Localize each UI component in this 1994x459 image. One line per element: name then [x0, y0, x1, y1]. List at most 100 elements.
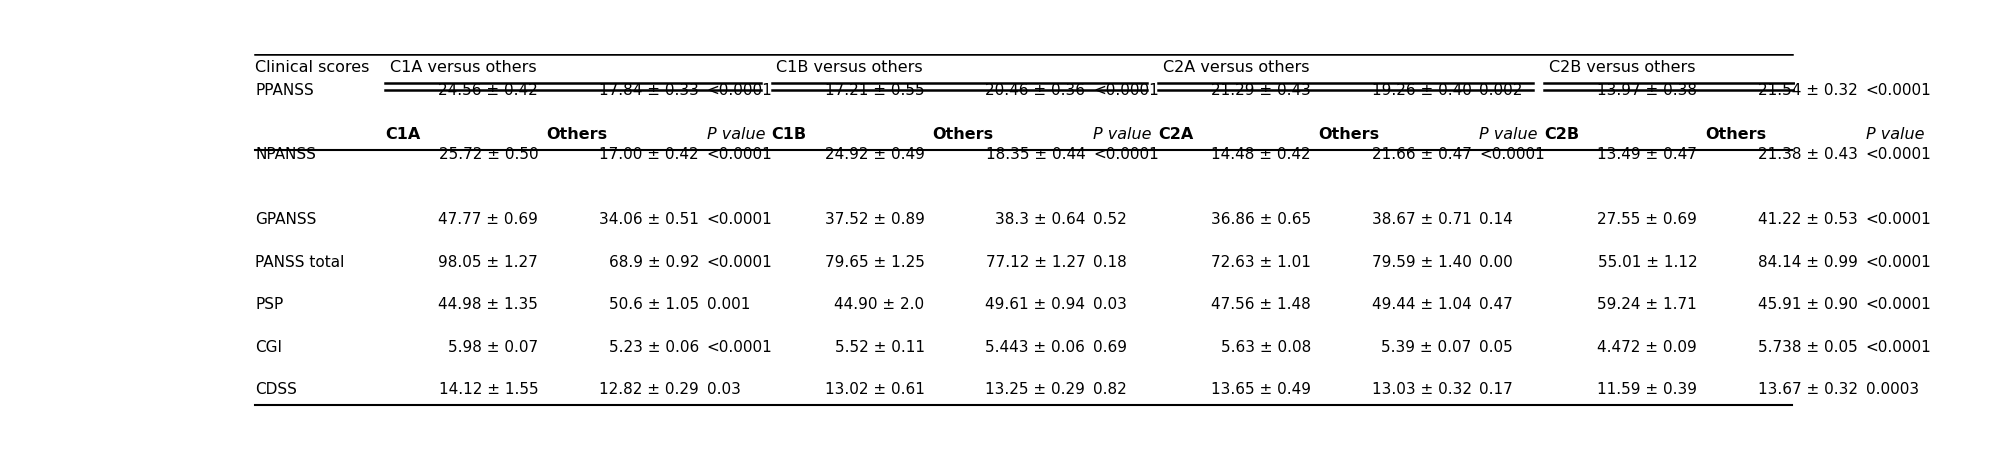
Text: 0.0003: 0.0003	[1866, 381, 1918, 397]
Text: CGI: CGI	[255, 339, 283, 354]
Text: 4.472 ± 0.09: 4.472 ± 0.09	[1597, 339, 1697, 354]
Text: 24.92 ± 0.49: 24.92 ± 0.49	[826, 146, 925, 162]
Text: C2A: C2A	[1159, 127, 1192, 142]
Text: 5.52 ± 0.11: 5.52 ± 0.11	[835, 339, 925, 354]
Text: 5.98 ± 0.07: 5.98 ± 0.07	[449, 339, 538, 354]
Text: P value: P value	[1866, 127, 1924, 142]
Text: Others: Others	[1318, 127, 1380, 142]
Text: <0.0001: <0.0001	[1866, 339, 1932, 354]
Text: 13.25 ± 0.29: 13.25 ± 0.29	[985, 381, 1085, 397]
Text: 84.14 ± 0.99: 84.14 ± 0.99	[1759, 254, 1858, 269]
Text: 14.12 ± 1.55: 14.12 ± 1.55	[439, 381, 538, 397]
Text: 13.97 ± 0.38: 13.97 ± 0.38	[1597, 83, 1697, 98]
Text: 0.002: 0.002	[1480, 83, 1523, 98]
Text: 0.17: 0.17	[1480, 381, 1513, 397]
Text: 36.86 ± 0.65: 36.86 ± 0.65	[1210, 212, 1310, 227]
Text: 13.67 ± 0.32: 13.67 ± 0.32	[1759, 381, 1858, 397]
Text: 14.48 ± 0.42: 14.48 ± 0.42	[1210, 146, 1310, 162]
Text: C1B versus others: C1B versus others	[776, 60, 923, 75]
Text: <0.0001: <0.0001	[1866, 254, 1932, 269]
Text: 0.82: 0.82	[1093, 381, 1127, 397]
Text: Others: Others	[933, 127, 993, 142]
Text: 0.03: 0.03	[706, 381, 740, 397]
Text: 34.06 ± 0.51: 34.06 ± 0.51	[598, 212, 700, 227]
Text: 98.05 ± 1.27: 98.05 ± 1.27	[439, 254, 538, 269]
Text: 17.21 ± 0.55: 17.21 ± 0.55	[826, 83, 925, 98]
Text: C1B: C1B	[772, 127, 808, 142]
Text: 21.38 ± 0.43: 21.38 ± 0.43	[1759, 146, 1858, 162]
Text: Others: Others	[546, 127, 606, 142]
Text: <0.0001: <0.0001	[1866, 297, 1932, 312]
Text: 21.54 ± 0.32: 21.54 ± 0.32	[1759, 83, 1858, 98]
Text: 27.55 ± 0.69: 27.55 ± 0.69	[1597, 212, 1697, 227]
Text: P value: P value	[706, 127, 766, 142]
Text: <0.0001: <0.0001	[1866, 212, 1932, 227]
Text: C2A versus others: C2A versus others	[1163, 60, 1308, 75]
Text: 13.03 ± 0.32: 13.03 ± 0.32	[1372, 381, 1472, 397]
Text: 59.24 ± 1.71: 59.24 ± 1.71	[1597, 297, 1697, 312]
Text: 77.12 ± 1.27: 77.12 ± 1.27	[985, 254, 1085, 269]
Text: 44.98 ± 1.35: 44.98 ± 1.35	[439, 297, 538, 312]
Text: 44.90 ± 2.0: 44.90 ± 2.0	[833, 297, 925, 312]
Text: P value: P value	[1480, 127, 1537, 142]
Text: 79.59 ± 1.40: 79.59 ± 1.40	[1372, 254, 1472, 269]
Text: 55.01 ± 1.12: 55.01 ± 1.12	[1597, 254, 1697, 269]
Text: 13.02 ± 0.61: 13.02 ± 0.61	[826, 381, 925, 397]
Text: Others: Others	[1705, 127, 1767, 142]
Text: PPANSS: PPANSS	[255, 83, 315, 98]
Text: <0.0001: <0.0001	[1866, 83, 1932, 98]
Text: 37.52 ± 0.89: 37.52 ± 0.89	[826, 212, 925, 227]
Text: 0.14: 0.14	[1480, 212, 1513, 227]
Text: 50.6 ± 1.05: 50.6 ± 1.05	[608, 297, 700, 312]
Text: 0.18: 0.18	[1093, 254, 1127, 269]
Text: <0.0001: <0.0001	[1866, 146, 1932, 162]
Text: 13.49 ± 0.47: 13.49 ± 0.47	[1597, 146, 1697, 162]
Text: 45.91 ± 0.90: 45.91 ± 0.90	[1759, 297, 1858, 312]
Text: <0.0001: <0.0001	[1480, 146, 1545, 162]
Text: 11.59 ± 0.39: 11.59 ± 0.39	[1597, 381, 1697, 397]
Text: 49.61 ± 0.94: 49.61 ± 0.94	[985, 297, 1085, 312]
Text: C2B versus others: C2B versus others	[1549, 60, 1695, 75]
Text: 79.65 ± 1.25: 79.65 ± 1.25	[826, 254, 925, 269]
Text: 25.72 ± 0.50: 25.72 ± 0.50	[439, 146, 538, 162]
Text: Clinical scores: Clinical scores	[255, 60, 369, 75]
Text: C2B: C2B	[1543, 127, 1579, 142]
Text: 0.69: 0.69	[1093, 339, 1127, 354]
Text: 38.3 ± 0.64: 38.3 ± 0.64	[995, 212, 1085, 227]
Text: <0.0001: <0.0001	[706, 212, 772, 227]
Text: <0.0001: <0.0001	[706, 254, 772, 269]
Text: 0.47: 0.47	[1480, 297, 1513, 312]
Text: CDSS: CDSS	[255, 381, 297, 397]
Text: 47.56 ± 1.48: 47.56 ± 1.48	[1210, 297, 1310, 312]
Text: <0.0001: <0.0001	[706, 146, 772, 162]
Text: PSP: PSP	[255, 297, 283, 312]
Text: 72.63 ± 1.01: 72.63 ± 1.01	[1210, 254, 1310, 269]
Text: 68.9 ± 0.92: 68.9 ± 0.92	[608, 254, 700, 269]
Text: 17.00 ± 0.42: 17.00 ± 0.42	[600, 146, 700, 162]
Text: C1A: C1A	[385, 127, 421, 142]
Text: 24.56 ± 0.42: 24.56 ± 0.42	[439, 83, 538, 98]
Text: 49.44 ± 1.04: 49.44 ± 1.04	[1372, 297, 1472, 312]
Text: 0.03: 0.03	[1093, 297, 1127, 312]
Text: <0.0001: <0.0001	[706, 339, 772, 354]
Text: 12.82 ± 0.29: 12.82 ± 0.29	[598, 381, 700, 397]
Text: 13.65 ± 0.49: 13.65 ± 0.49	[1210, 381, 1310, 397]
Text: 18.35 ± 0.44: 18.35 ± 0.44	[985, 146, 1085, 162]
Text: 0.52: 0.52	[1093, 212, 1127, 227]
Text: GPANSS: GPANSS	[255, 212, 317, 227]
Text: 0.001: 0.001	[706, 297, 750, 312]
Text: 21.29 ± 0.43: 21.29 ± 0.43	[1210, 83, 1310, 98]
Text: 5.23 ± 0.06: 5.23 ± 0.06	[608, 339, 700, 354]
Text: 5.738 ± 0.05: 5.738 ± 0.05	[1759, 339, 1858, 354]
Text: 5.39 ± 0.07: 5.39 ± 0.07	[1382, 339, 1472, 354]
Text: PANSS total: PANSS total	[255, 254, 345, 269]
Text: 38.67 ± 0.71: 38.67 ± 0.71	[1372, 212, 1472, 227]
Text: 20.46 ± 0.36: 20.46 ± 0.36	[985, 83, 1085, 98]
Text: 21.66 ± 0.47: 21.66 ± 0.47	[1372, 146, 1472, 162]
Text: P value: P value	[1093, 127, 1151, 142]
Text: <0.0001: <0.0001	[1093, 146, 1159, 162]
Text: NPANSS: NPANSS	[255, 146, 317, 162]
Text: 19.26 ± 0.40: 19.26 ± 0.40	[1372, 83, 1472, 98]
Text: 41.22 ± 0.53: 41.22 ± 0.53	[1759, 212, 1858, 227]
Text: 0.05: 0.05	[1480, 339, 1513, 354]
